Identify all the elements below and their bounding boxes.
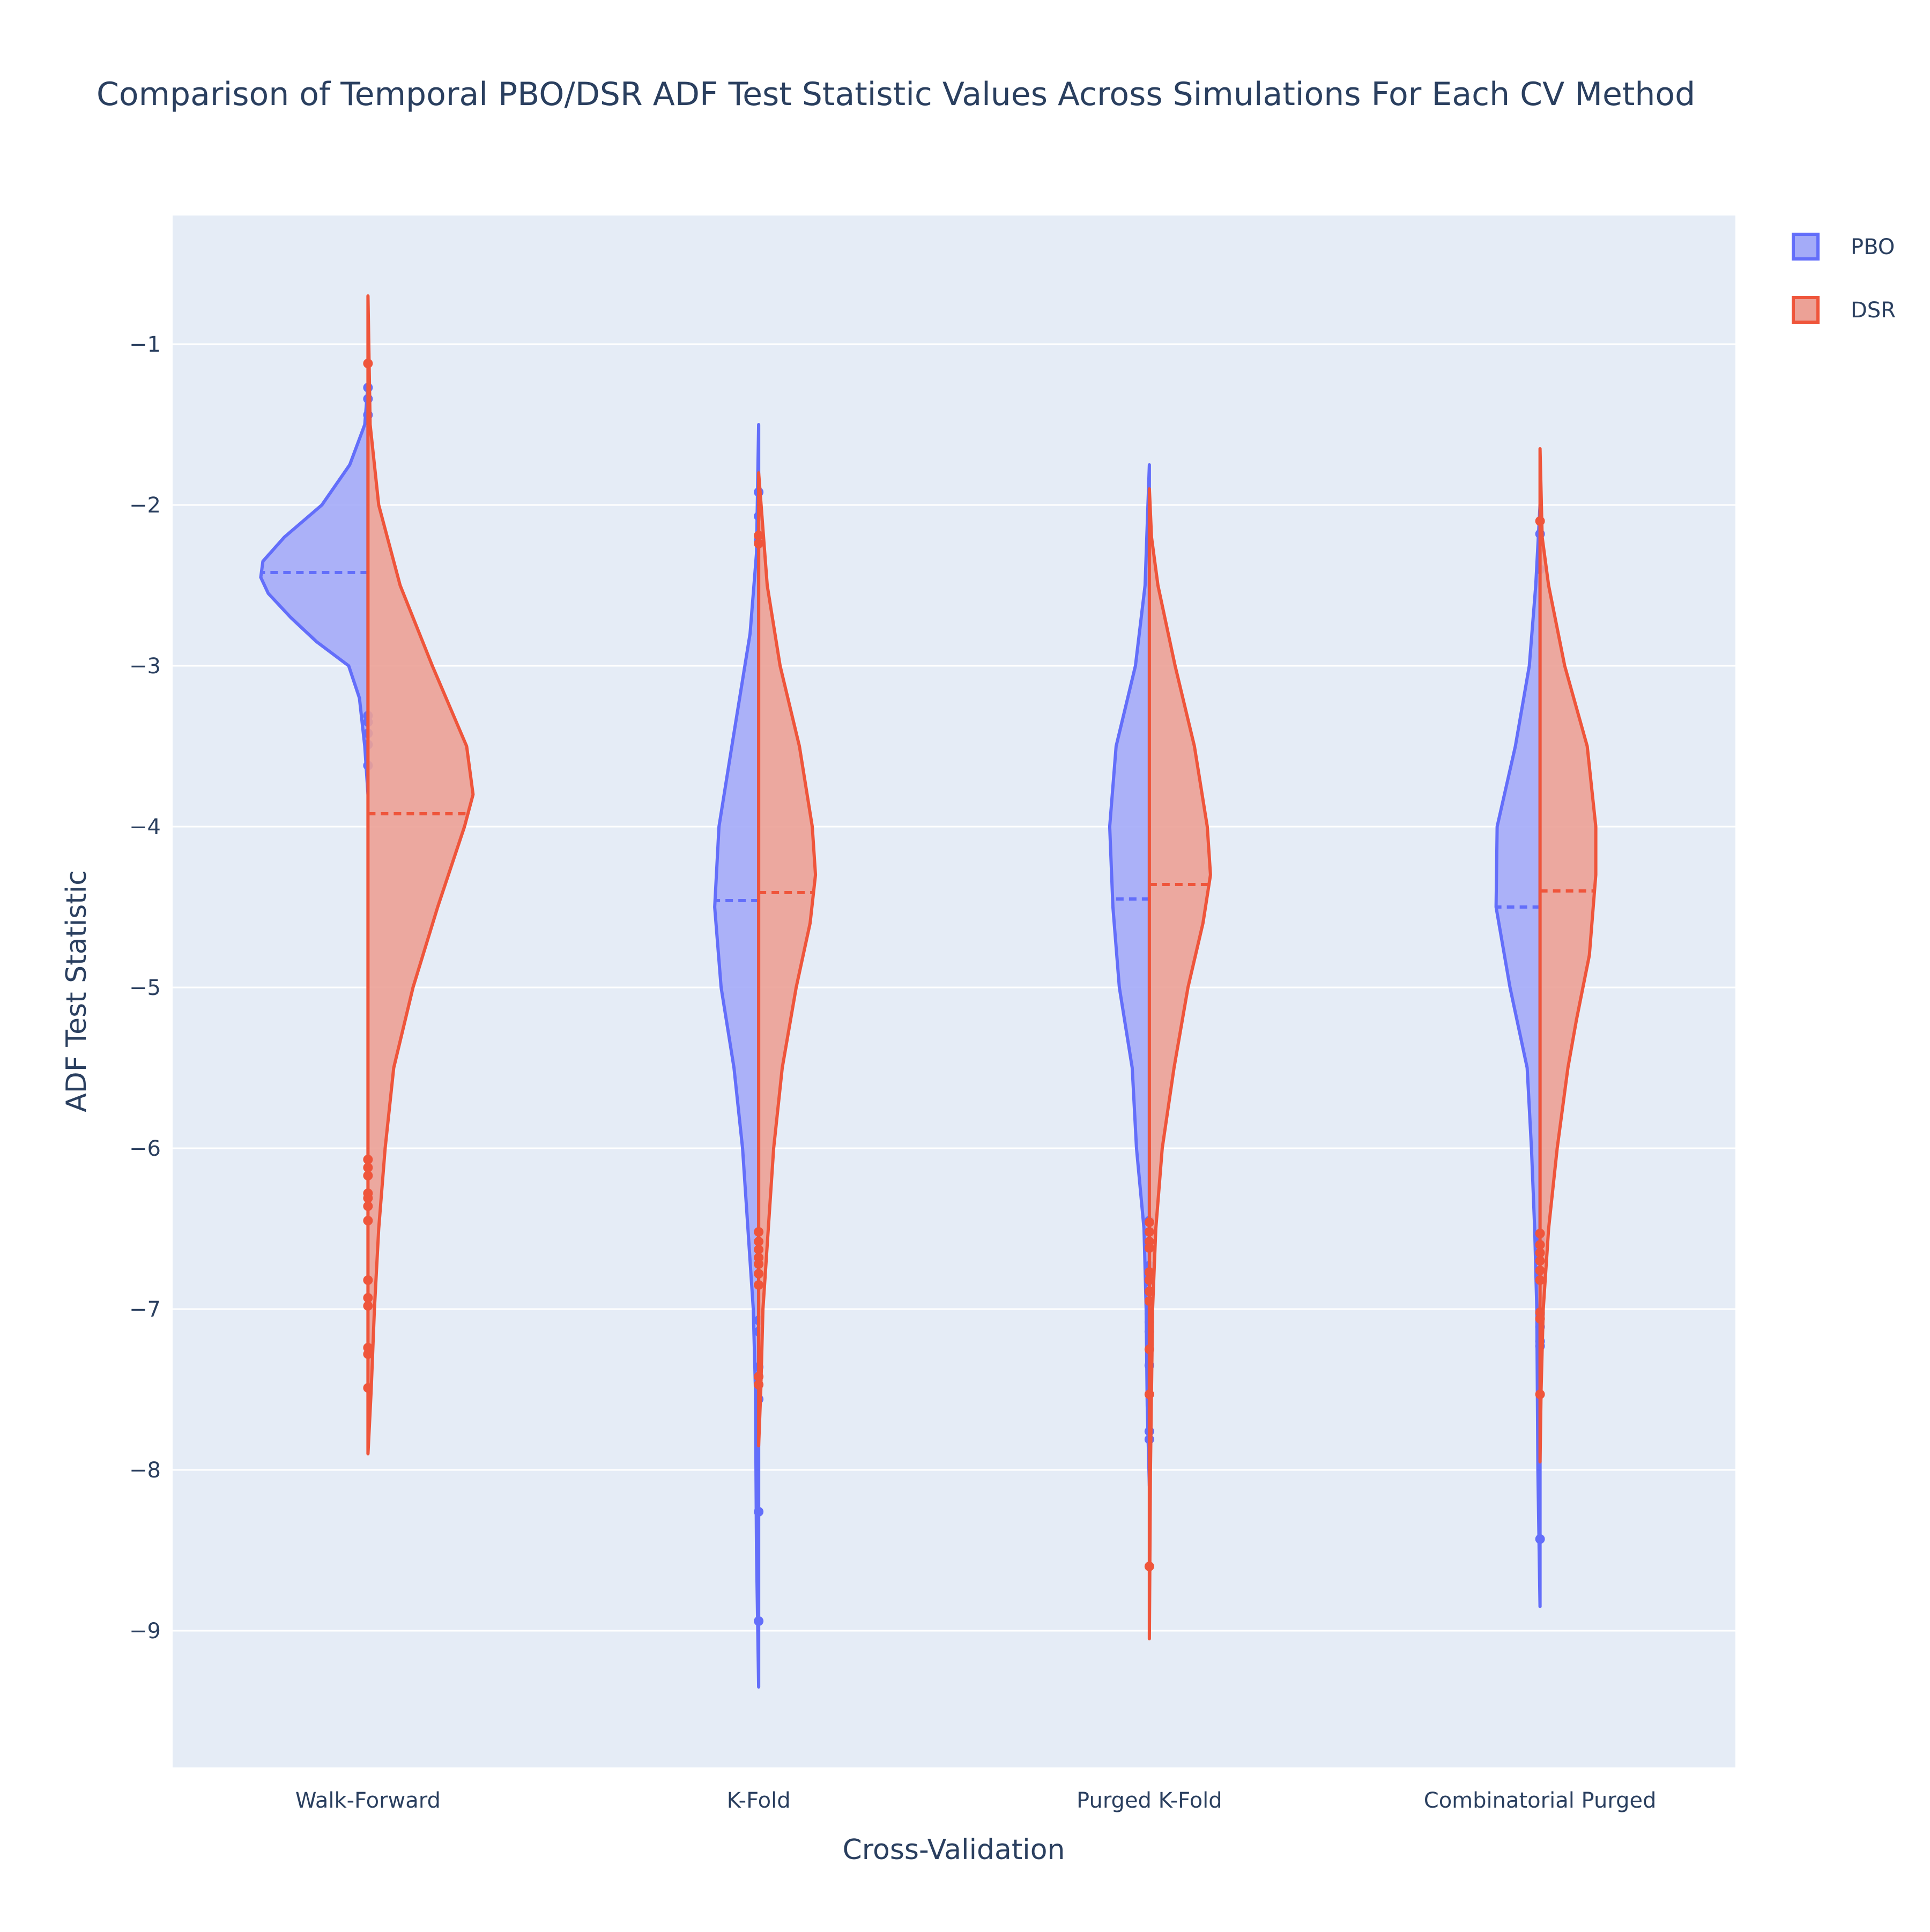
dsr-outlier-point [1144, 1227, 1154, 1237]
dsr-outlier-point [754, 531, 764, 540]
dsr-outlier-point [1144, 1217, 1154, 1227]
dsr-outlier-point [754, 1227, 764, 1237]
x-axis-title: Cross-Validation [842, 1834, 1065, 1866]
pbo-violin-body [713, 423, 761, 1689]
dsr-outlier-point [363, 1216, 373, 1225]
dsr-outlier-point [363, 1193, 373, 1203]
legend-swatch-pbo [1792, 233, 1820, 261]
dsr-violin-combinatorial-purged [1535, 447, 1598, 1463]
dsr-outlier-point [1144, 1267, 1154, 1277]
x-axis-ticks: Walk-Forward K-Fold Purged K-Fold Combinato… [295, 1788, 1657, 1813]
dsr-outlier-point [754, 1280, 764, 1290]
legend-swatch-dsr [1792, 296, 1820, 324]
dsr-outlier-point [363, 1201, 373, 1211]
dsr-outlier-point [363, 1155, 373, 1164]
dsr-outlier-point [363, 1171, 373, 1180]
dsr-outlier-point [754, 1380, 764, 1389]
pbo-outlier-point [754, 1507, 764, 1517]
x-tick-label: Combinatorial Purged [1424, 1788, 1657, 1813]
legend-label-dsr: DSR [1851, 298, 1896, 323]
x-tick-label: Purged K-Fold [1077, 1788, 1222, 1813]
pbo-outlier-point [1535, 1534, 1545, 1544]
dsr-outlier-point [754, 1237, 764, 1246]
dsr-outlier-point [363, 1301, 373, 1311]
y-axis-title: ADF Test Statistic [61, 870, 93, 1112]
dsr-outlier-point [363, 1293, 373, 1303]
dsr-outlier-point [1535, 1240, 1545, 1250]
dsr-outlier-point [754, 1269, 764, 1279]
dsr-violin-body [1538, 447, 1598, 1463]
y-axis-ticks: −1 −2 −3 −4 −5 −6 −7 −8 −9 [129, 332, 161, 1644]
dsr-outlier-point [363, 359, 373, 368]
dsr-outlier-point [1535, 1389, 1545, 1399]
dsr-outlier-point [1535, 1229, 1545, 1238]
dsr-outlier-point [1144, 1275, 1154, 1285]
y-tick-label: −5 [129, 976, 161, 1000]
dsr-violin-body [757, 471, 818, 1447]
pbo-outlier-point [754, 1616, 764, 1626]
y-tick-label: −1 [129, 332, 161, 357]
x-tick-label: K-Fold [727, 1788, 791, 1813]
dsr-outlier-point [1144, 1389, 1154, 1399]
legend-item-pbo[interactable]: PBO [1792, 233, 1895, 261]
dsr-outlier-point [754, 1372, 764, 1381]
dsr-outlier-point [754, 539, 764, 548]
dsr-outlier-point [1144, 1287, 1154, 1296]
legend-item-dsr[interactable]: DSR [1792, 296, 1896, 324]
y-tick-label: −2 [129, 493, 161, 518]
dsr-outlier-point [363, 1163, 373, 1172]
dsr-outlier-point [1535, 1256, 1545, 1266]
dsr-outlier-point [1144, 1296, 1154, 1306]
dsr-outlier-point [1535, 1275, 1545, 1285]
dsr-outlier-point [363, 1383, 373, 1393]
dsr-outlier-point [1535, 516, 1545, 526]
dsr-outlier-point [754, 1259, 764, 1269]
chart-title: Comparison of Temporal PBO/DSR ADF Test … [96, 76, 1695, 113]
y-tick-label: −6 [129, 1136, 161, 1161]
violins [259, 294, 1598, 1689]
y-tick-label: −9 [129, 1619, 161, 1644]
y-tick-label: −4 [129, 815, 161, 839]
dsr-outlier-point [1535, 1314, 1545, 1324]
dsr-outlier-point [1144, 1562, 1154, 1571]
legend[interactable]: PBO DSR [1792, 233, 1896, 324]
y-tick-label: −7 [129, 1297, 161, 1322]
dsr-outlier-point [1535, 1266, 1545, 1275]
dsr-violin-body [1147, 487, 1212, 1640]
y-tick-label: −8 [129, 1458, 161, 1483]
dsr-outlier-point [1144, 1344, 1154, 1354]
dsr-outlier-point [1535, 1248, 1545, 1258]
dsr-outlier-point [363, 1349, 373, 1359]
dsr-violin-walk-forward [363, 294, 475, 1455]
plot-area [173, 216, 1735, 1767]
dsr-violin-k-fold [754, 471, 818, 1447]
y-tick-label: −3 [129, 654, 161, 679]
dsr-outlier-point [754, 1245, 764, 1254]
legend-label-pbo: PBO [1851, 235, 1895, 259]
dsr-outlier-point [1144, 1243, 1154, 1253]
dsr-outlier-point [363, 1275, 373, 1285]
dsr-violin-purged-k-fold [1144, 487, 1212, 1640]
x-tick-label: Walk-Forward [295, 1788, 441, 1813]
